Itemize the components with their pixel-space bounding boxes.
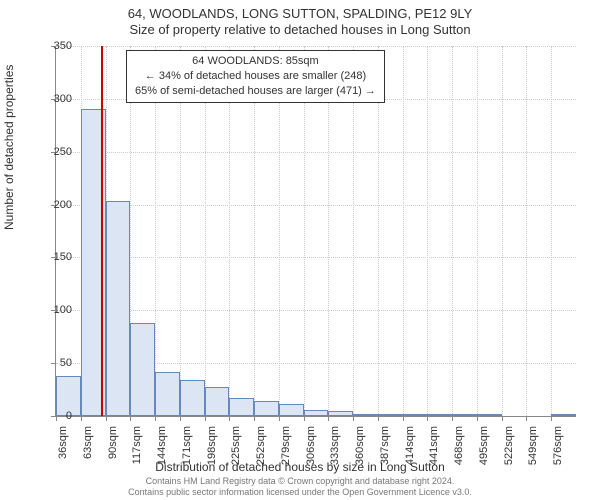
xtick-mark	[155, 416, 156, 421]
annotation-line: ← 34% of detached houses are smaller (24…	[135, 69, 376, 84]
xtick-mark	[254, 416, 255, 421]
xtick-mark	[477, 416, 478, 421]
histogram-bar	[279, 404, 304, 416]
histogram-bar	[378, 414, 403, 416]
histogram-bar	[452, 414, 477, 416]
xtick-mark	[328, 416, 329, 421]
ytick-label: 350	[32, 40, 72, 52]
page-title: 64, WOODLANDS, LONG SUTTON, SPALDING, PE…	[0, 0, 600, 21]
x-axis-label: Distribution of detached houses by size …	[0, 460, 600, 474]
chart-subtitle: Size of property relative to detached ho…	[0, 21, 600, 37]
gridline-vertical	[427, 46, 428, 416]
y-axis-label: Number of detached properties	[2, 65, 16, 230]
footer-attribution: Contains HM Land Registry data © Crown c…	[0, 476, 600, 498]
xtick-mark	[205, 416, 206, 421]
gridline-horizontal	[56, 205, 576, 206]
annotation-line: 65% of semi-detached houses are larger (…	[135, 84, 376, 99]
histogram-bar	[205, 387, 230, 416]
histogram-bar	[353, 414, 378, 416]
xtick-mark	[353, 416, 354, 421]
histogram-bar	[254, 401, 279, 416]
property-marker-line	[101, 46, 103, 416]
gridline-vertical	[502, 46, 503, 416]
xtick-mark	[526, 416, 527, 421]
gridline-horizontal	[56, 46, 576, 47]
ytick-label: 100	[32, 304, 72, 316]
chart-container: 64, WOODLANDS, LONG SUTTON, SPALDING, PE…	[0, 0, 600, 500]
histogram-bar	[304, 410, 329, 416]
xtick-mark	[304, 416, 305, 421]
histogram-bar	[328, 411, 353, 416]
xtick-mark	[180, 416, 181, 421]
xtick-mark	[452, 416, 453, 421]
xtick-mark	[403, 416, 404, 421]
gridline-horizontal	[56, 152, 576, 153]
histogram-bar	[106, 201, 131, 416]
xtick-mark	[279, 416, 280, 421]
xtick-mark	[502, 416, 503, 421]
xtick-mark	[427, 416, 428, 421]
annotation-line: 64 WOODLANDS: 85sqm	[135, 54, 376, 69]
histogram-bar	[229, 398, 254, 416]
gridline-vertical	[477, 46, 478, 416]
ytick-label: 200	[32, 199, 72, 211]
gridline-vertical	[452, 46, 453, 416]
gridline-vertical	[551, 46, 552, 416]
gridline-vertical	[526, 46, 527, 416]
xtick-mark	[551, 416, 552, 421]
ytick-label: 0	[32, 410, 72, 422]
histogram-bar	[477, 414, 502, 416]
annotation-callout: 64 WOODLANDS: 85sqm← 34% of detached hou…	[126, 50, 385, 103]
ytick-label: 300	[32, 93, 72, 105]
ytick-label: 50	[32, 357, 72, 369]
xtick-mark	[229, 416, 230, 421]
histogram-bar	[427, 414, 452, 416]
plot-area: 36sqm63sqm90sqm117sqm144sqm171sqm198sqm2…	[55, 46, 576, 417]
histogram-bar	[403, 414, 428, 416]
xtick-mark	[81, 416, 82, 421]
xtick-mark	[378, 416, 379, 421]
footer-line-2: Contains public sector information licen…	[0, 487, 600, 498]
gridline-horizontal	[56, 310, 576, 311]
xtick-mark	[106, 416, 107, 421]
footer-line-1: Contains HM Land Registry data © Crown c…	[0, 476, 600, 487]
histogram-bar	[180, 380, 205, 416]
xtick-mark	[130, 416, 131, 421]
histogram-bar	[130, 323, 155, 416]
ytick-label: 250	[32, 146, 72, 158]
histogram-bar	[155, 372, 180, 416]
ytick-label: 150	[32, 251, 72, 263]
gridline-horizontal	[56, 257, 576, 258]
histogram-bar	[551, 414, 576, 416]
gridline-vertical	[403, 46, 404, 416]
